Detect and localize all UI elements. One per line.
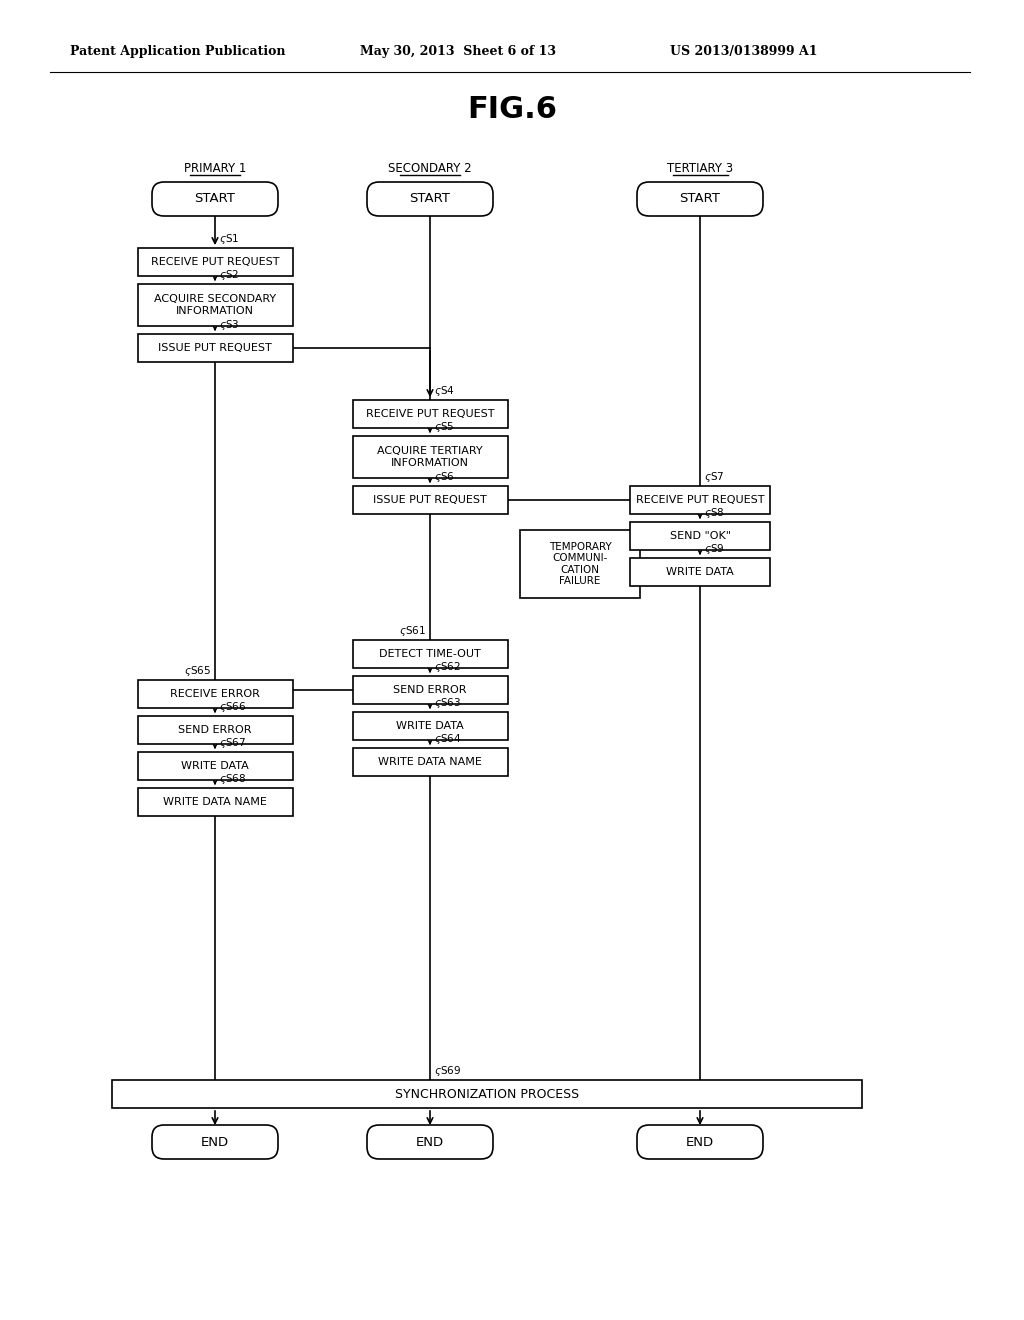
FancyBboxPatch shape [352, 436, 508, 478]
Text: RECEIVE PUT REQUEST: RECEIVE PUT REQUEST [636, 495, 764, 506]
FancyBboxPatch shape [630, 486, 770, 513]
Text: $\varsigma$S9: $\varsigma$S9 [705, 543, 725, 556]
FancyBboxPatch shape [352, 400, 508, 428]
Text: ACQUIRE SECONDARY
INFORMATION: ACQUIRE SECONDARY INFORMATION [154, 294, 276, 315]
Text: $\varsigma$S4: $\varsigma$S4 [434, 384, 455, 399]
Text: ACQUIRE TERTIARY
INFORMATION: ACQUIRE TERTIARY INFORMATION [377, 446, 482, 467]
Text: END: END [416, 1135, 444, 1148]
Text: $\varsigma$S8: $\varsigma$S8 [705, 506, 725, 520]
Text: END: END [201, 1135, 229, 1148]
Text: PRIMARY 1: PRIMARY 1 [184, 162, 246, 176]
Text: $\varsigma$S7: $\varsigma$S7 [705, 470, 724, 484]
Text: $\varsigma$S67: $\varsigma$S67 [219, 737, 246, 750]
Text: $\varsigma$S64: $\varsigma$S64 [434, 733, 462, 746]
FancyBboxPatch shape [352, 486, 508, 513]
Text: ISSUE PUT REQUEST: ISSUE PUT REQUEST [158, 343, 272, 352]
FancyBboxPatch shape [137, 715, 293, 744]
FancyBboxPatch shape [367, 182, 493, 216]
Text: $\varsigma$S65: $\varsigma$S65 [184, 664, 211, 678]
FancyBboxPatch shape [630, 558, 770, 586]
FancyBboxPatch shape [152, 1125, 278, 1159]
FancyBboxPatch shape [520, 531, 640, 598]
FancyBboxPatch shape [637, 1125, 763, 1159]
Text: TEMPORARY
COMMUNI-
CATION
FAILURE: TEMPORARY COMMUNI- CATION FAILURE [549, 541, 611, 586]
Text: RECEIVE ERROR: RECEIVE ERROR [170, 689, 260, 700]
FancyBboxPatch shape [137, 680, 293, 708]
Text: WRITE DATA NAME: WRITE DATA NAME [163, 797, 267, 807]
Text: WRITE DATA: WRITE DATA [396, 721, 464, 731]
Text: RECEIVE PUT REQUEST: RECEIVE PUT REQUEST [366, 409, 495, 418]
Text: WRITE DATA NAME: WRITE DATA NAME [378, 756, 482, 767]
FancyBboxPatch shape [352, 640, 508, 668]
Text: May 30, 2013  Sheet 6 of 13: May 30, 2013 Sheet 6 of 13 [360, 45, 556, 58]
FancyBboxPatch shape [367, 1125, 493, 1159]
FancyBboxPatch shape [637, 182, 763, 216]
Text: DETECT TIME-OUT: DETECT TIME-OUT [379, 649, 481, 659]
Text: $\varsigma$S6: $\varsigma$S6 [434, 470, 455, 484]
Text: US 2013/0138999 A1: US 2013/0138999 A1 [670, 45, 817, 58]
FancyBboxPatch shape [352, 711, 508, 741]
Text: $\varsigma$S1: $\varsigma$S1 [219, 232, 240, 246]
Text: $\varsigma$S68: $\varsigma$S68 [219, 772, 246, 785]
FancyBboxPatch shape [152, 182, 278, 216]
Text: $\varsigma$S62: $\varsigma$S62 [434, 660, 461, 675]
Text: WRITE DATA: WRITE DATA [181, 762, 249, 771]
Text: END: END [686, 1135, 714, 1148]
FancyBboxPatch shape [137, 788, 293, 816]
Text: Patent Application Publication: Patent Application Publication [70, 45, 286, 58]
FancyBboxPatch shape [112, 1080, 862, 1107]
Text: RECEIVE PUT REQUEST: RECEIVE PUT REQUEST [151, 257, 280, 267]
Text: WRITE DATA: WRITE DATA [667, 568, 734, 577]
Text: START: START [195, 193, 236, 206]
Text: $\varsigma$S69: $\varsigma$S69 [434, 1064, 461, 1078]
Text: SEND ERROR: SEND ERROR [178, 725, 252, 735]
Text: $\varsigma$S66: $\varsigma$S66 [219, 700, 246, 714]
Text: FIG.6: FIG.6 [467, 95, 557, 124]
FancyBboxPatch shape [137, 752, 293, 780]
Text: $\varsigma$S61: $\varsigma$S61 [399, 624, 426, 638]
Text: $\varsigma$S3: $\varsigma$S3 [219, 318, 240, 333]
FancyBboxPatch shape [137, 248, 293, 276]
Text: SEND ERROR: SEND ERROR [393, 685, 467, 696]
FancyBboxPatch shape [630, 521, 770, 550]
Text: $\varsigma$S63: $\varsigma$S63 [434, 696, 461, 710]
Text: TERTIARY 3: TERTIARY 3 [667, 162, 733, 176]
Text: START: START [410, 193, 451, 206]
Text: $\varsigma$S5: $\varsigma$S5 [434, 420, 455, 434]
Text: SECONDARY 2: SECONDARY 2 [388, 162, 472, 176]
Text: SYNCHRONIZATION PROCESS: SYNCHRONIZATION PROCESS [395, 1088, 579, 1101]
FancyBboxPatch shape [352, 676, 508, 704]
FancyBboxPatch shape [352, 748, 508, 776]
Text: $\varsigma$S2: $\varsigma$S2 [219, 268, 240, 282]
Text: ISSUE PUT REQUEST: ISSUE PUT REQUEST [373, 495, 486, 506]
Text: SEND "OK": SEND "OK" [670, 531, 730, 541]
Text: START: START [680, 193, 721, 206]
FancyBboxPatch shape [137, 284, 293, 326]
FancyBboxPatch shape [137, 334, 293, 362]
